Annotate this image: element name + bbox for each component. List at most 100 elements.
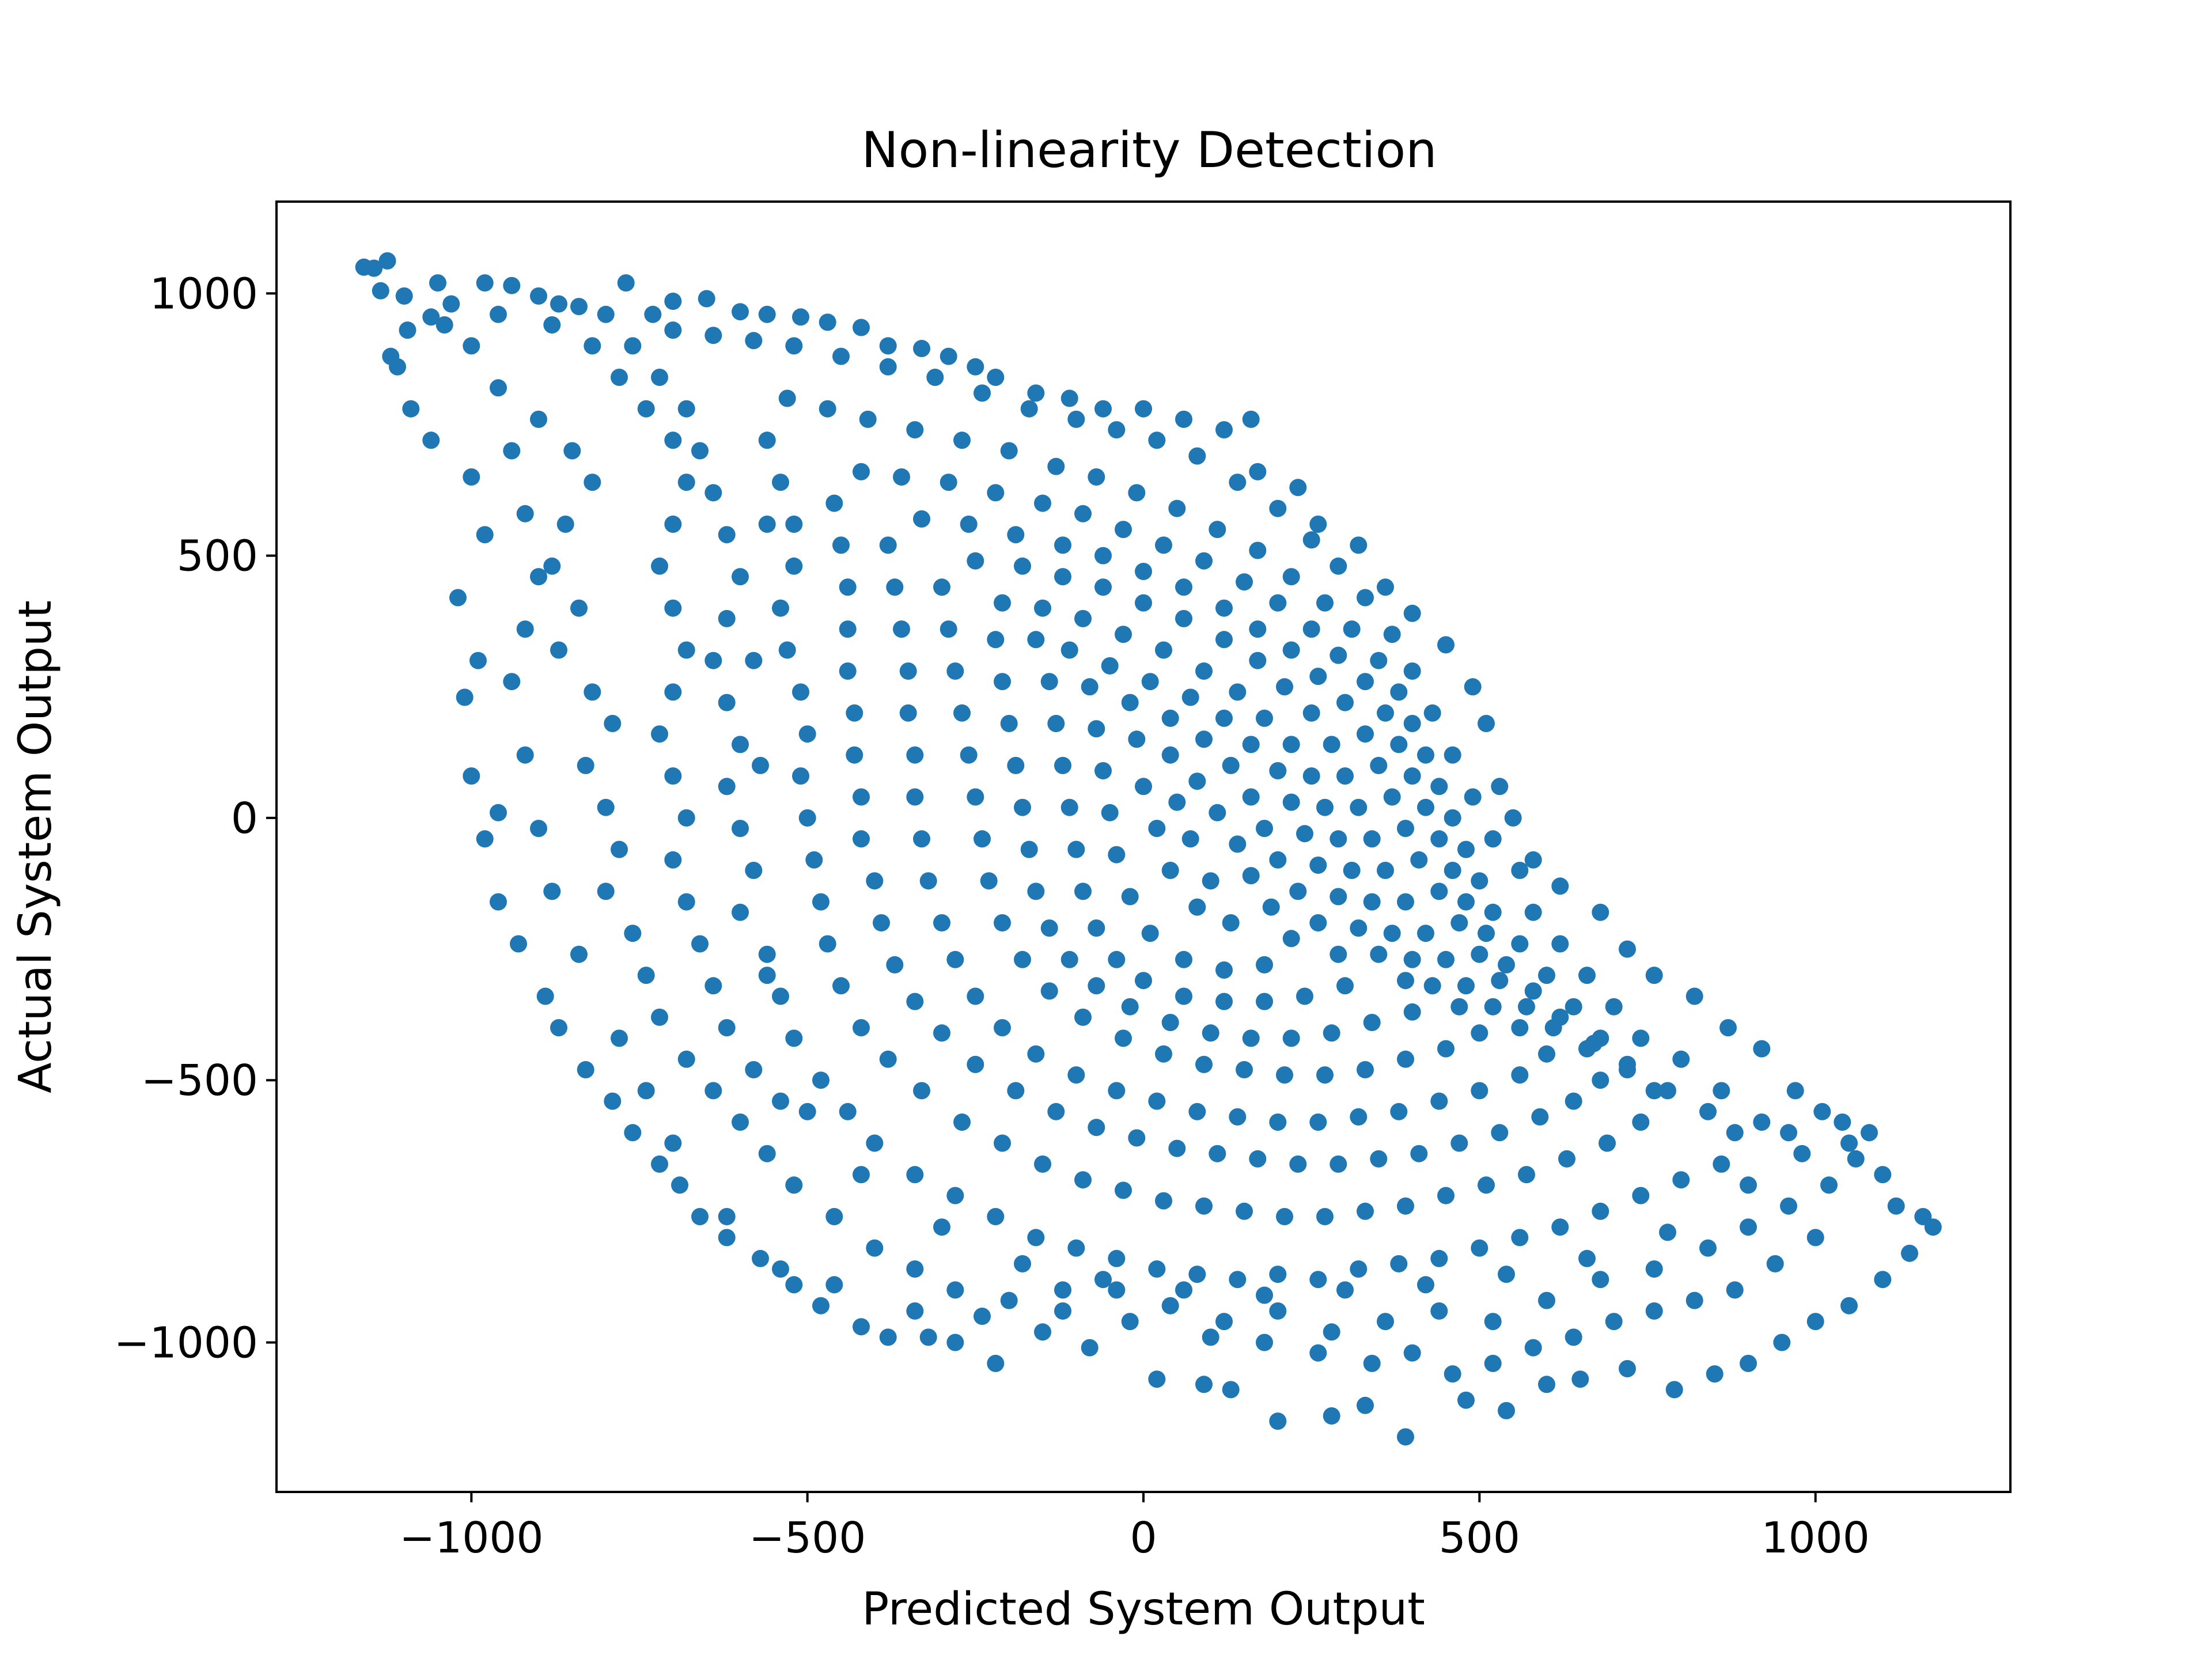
data-point	[1081, 1339, 1099, 1357]
data-point	[1619, 940, 1636, 958]
data-point	[1740, 1218, 1757, 1236]
data-point	[1538, 1291, 1555, 1309]
data-point	[556, 516, 574, 533]
data-point	[1067, 840, 1085, 858]
data-point	[1256, 820, 1273, 838]
data-point	[664, 431, 682, 449]
data-point	[1578, 967, 1596, 984]
data-point	[1060, 389, 1078, 407]
data-point	[1242, 867, 1260, 885]
data-point	[832, 977, 850, 995]
data-point	[1282, 793, 1300, 811]
data-point	[604, 1092, 622, 1110]
data-point	[704, 1082, 722, 1100]
data-point	[1014, 557, 1031, 575]
data-point	[677, 474, 695, 491]
data-point	[1578, 1040, 1596, 1058]
data-point	[1524, 851, 1542, 869]
data-point	[1471, 1239, 1488, 1257]
data-point	[879, 358, 897, 376]
data-point	[664, 321, 682, 339]
data-point	[1242, 410, 1260, 428]
data-point	[1014, 798, 1031, 816]
data-point	[584, 683, 601, 701]
data-point	[1269, 762, 1287, 779]
x-tick-label: −1000	[399, 1513, 543, 1563]
data-point	[1148, 1092, 1166, 1110]
data-point	[1088, 1119, 1105, 1137]
data-point	[503, 442, 521, 460]
data-point	[1215, 993, 1233, 1010]
data-point	[691, 442, 709, 460]
data-point	[853, 788, 870, 806]
data-point	[899, 662, 917, 680]
data-point	[490, 305, 507, 323]
data-point	[1054, 536, 1071, 554]
data-point	[543, 316, 561, 334]
data-point	[476, 526, 494, 544]
data-point	[1390, 1255, 1408, 1272]
x-axis-label: Predicted System Output	[862, 1584, 1425, 1635]
data-point	[1309, 1271, 1327, 1289]
data-point	[1094, 547, 1112, 565]
data-point	[664, 516, 682, 533]
data-point	[671, 1176, 688, 1194]
data-point	[1397, 972, 1414, 990]
data-point	[543, 882, 561, 900]
data-point	[812, 893, 830, 911]
data-point	[637, 1082, 655, 1100]
data-point	[718, 694, 736, 711]
data-point	[1565, 1328, 1582, 1346]
data-point	[490, 804, 507, 821]
data-point	[389, 358, 406, 376]
data-point	[1269, 499, 1287, 517]
data-point	[1336, 977, 1354, 995]
data-point	[1323, 1024, 1340, 1042]
data-point	[732, 303, 749, 321]
data-point	[1605, 1313, 1623, 1331]
data-point	[1195, 1376, 1213, 1393]
data-point	[913, 510, 930, 528]
data-point	[1403, 950, 1421, 968]
data-point	[994, 1134, 1011, 1152]
x-tick-label: −500	[749, 1513, 866, 1563]
data-point	[490, 379, 507, 397]
data-point	[463, 468, 480, 486]
data-point	[1054, 756, 1071, 774]
data-point	[1498, 956, 1515, 974]
data-point	[597, 305, 615, 323]
data-point	[1464, 788, 1482, 806]
data-point	[1229, 835, 1247, 853]
data-point	[1094, 1271, 1112, 1289]
y-tick-label: 500	[177, 532, 258, 581]
data-point	[1397, 1428, 1414, 1446]
data-point	[1074, 882, 1092, 900]
data-point	[1551, 1218, 1569, 1236]
data-point	[1249, 1150, 1267, 1168]
data-point	[449, 589, 467, 607]
data-point	[906, 1302, 924, 1320]
data-point	[967, 987, 984, 1005]
data-point	[960, 746, 978, 764]
data-point	[933, 1218, 950, 1236]
data-point	[1383, 788, 1401, 806]
data-point	[1256, 1334, 1273, 1351]
data-point	[597, 798, 615, 816]
data-point	[953, 1113, 971, 1131]
data-point	[893, 620, 910, 638]
data-point	[974, 384, 991, 402]
data-point	[967, 358, 984, 376]
data-point	[463, 337, 480, 355]
data-point	[611, 1029, 628, 1047]
data-point	[1302, 620, 1320, 638]
data-point	[1074, 609, 1092, 627]
data-point	[1108, 846, 1126, 863]
data-point	[772, 1260, 789, 1278]
data-point	[1101, 657, 1119, 675]
data-point	[1222, 1381, 1240, 1399]
data-point	[1450, 1134, 1468, 1152]
data-point	[1195, 730, 1213, 748]
data-point	[1148, 1260, 1166, 1278]
data-point	[1209, 804, 1226, 821]
